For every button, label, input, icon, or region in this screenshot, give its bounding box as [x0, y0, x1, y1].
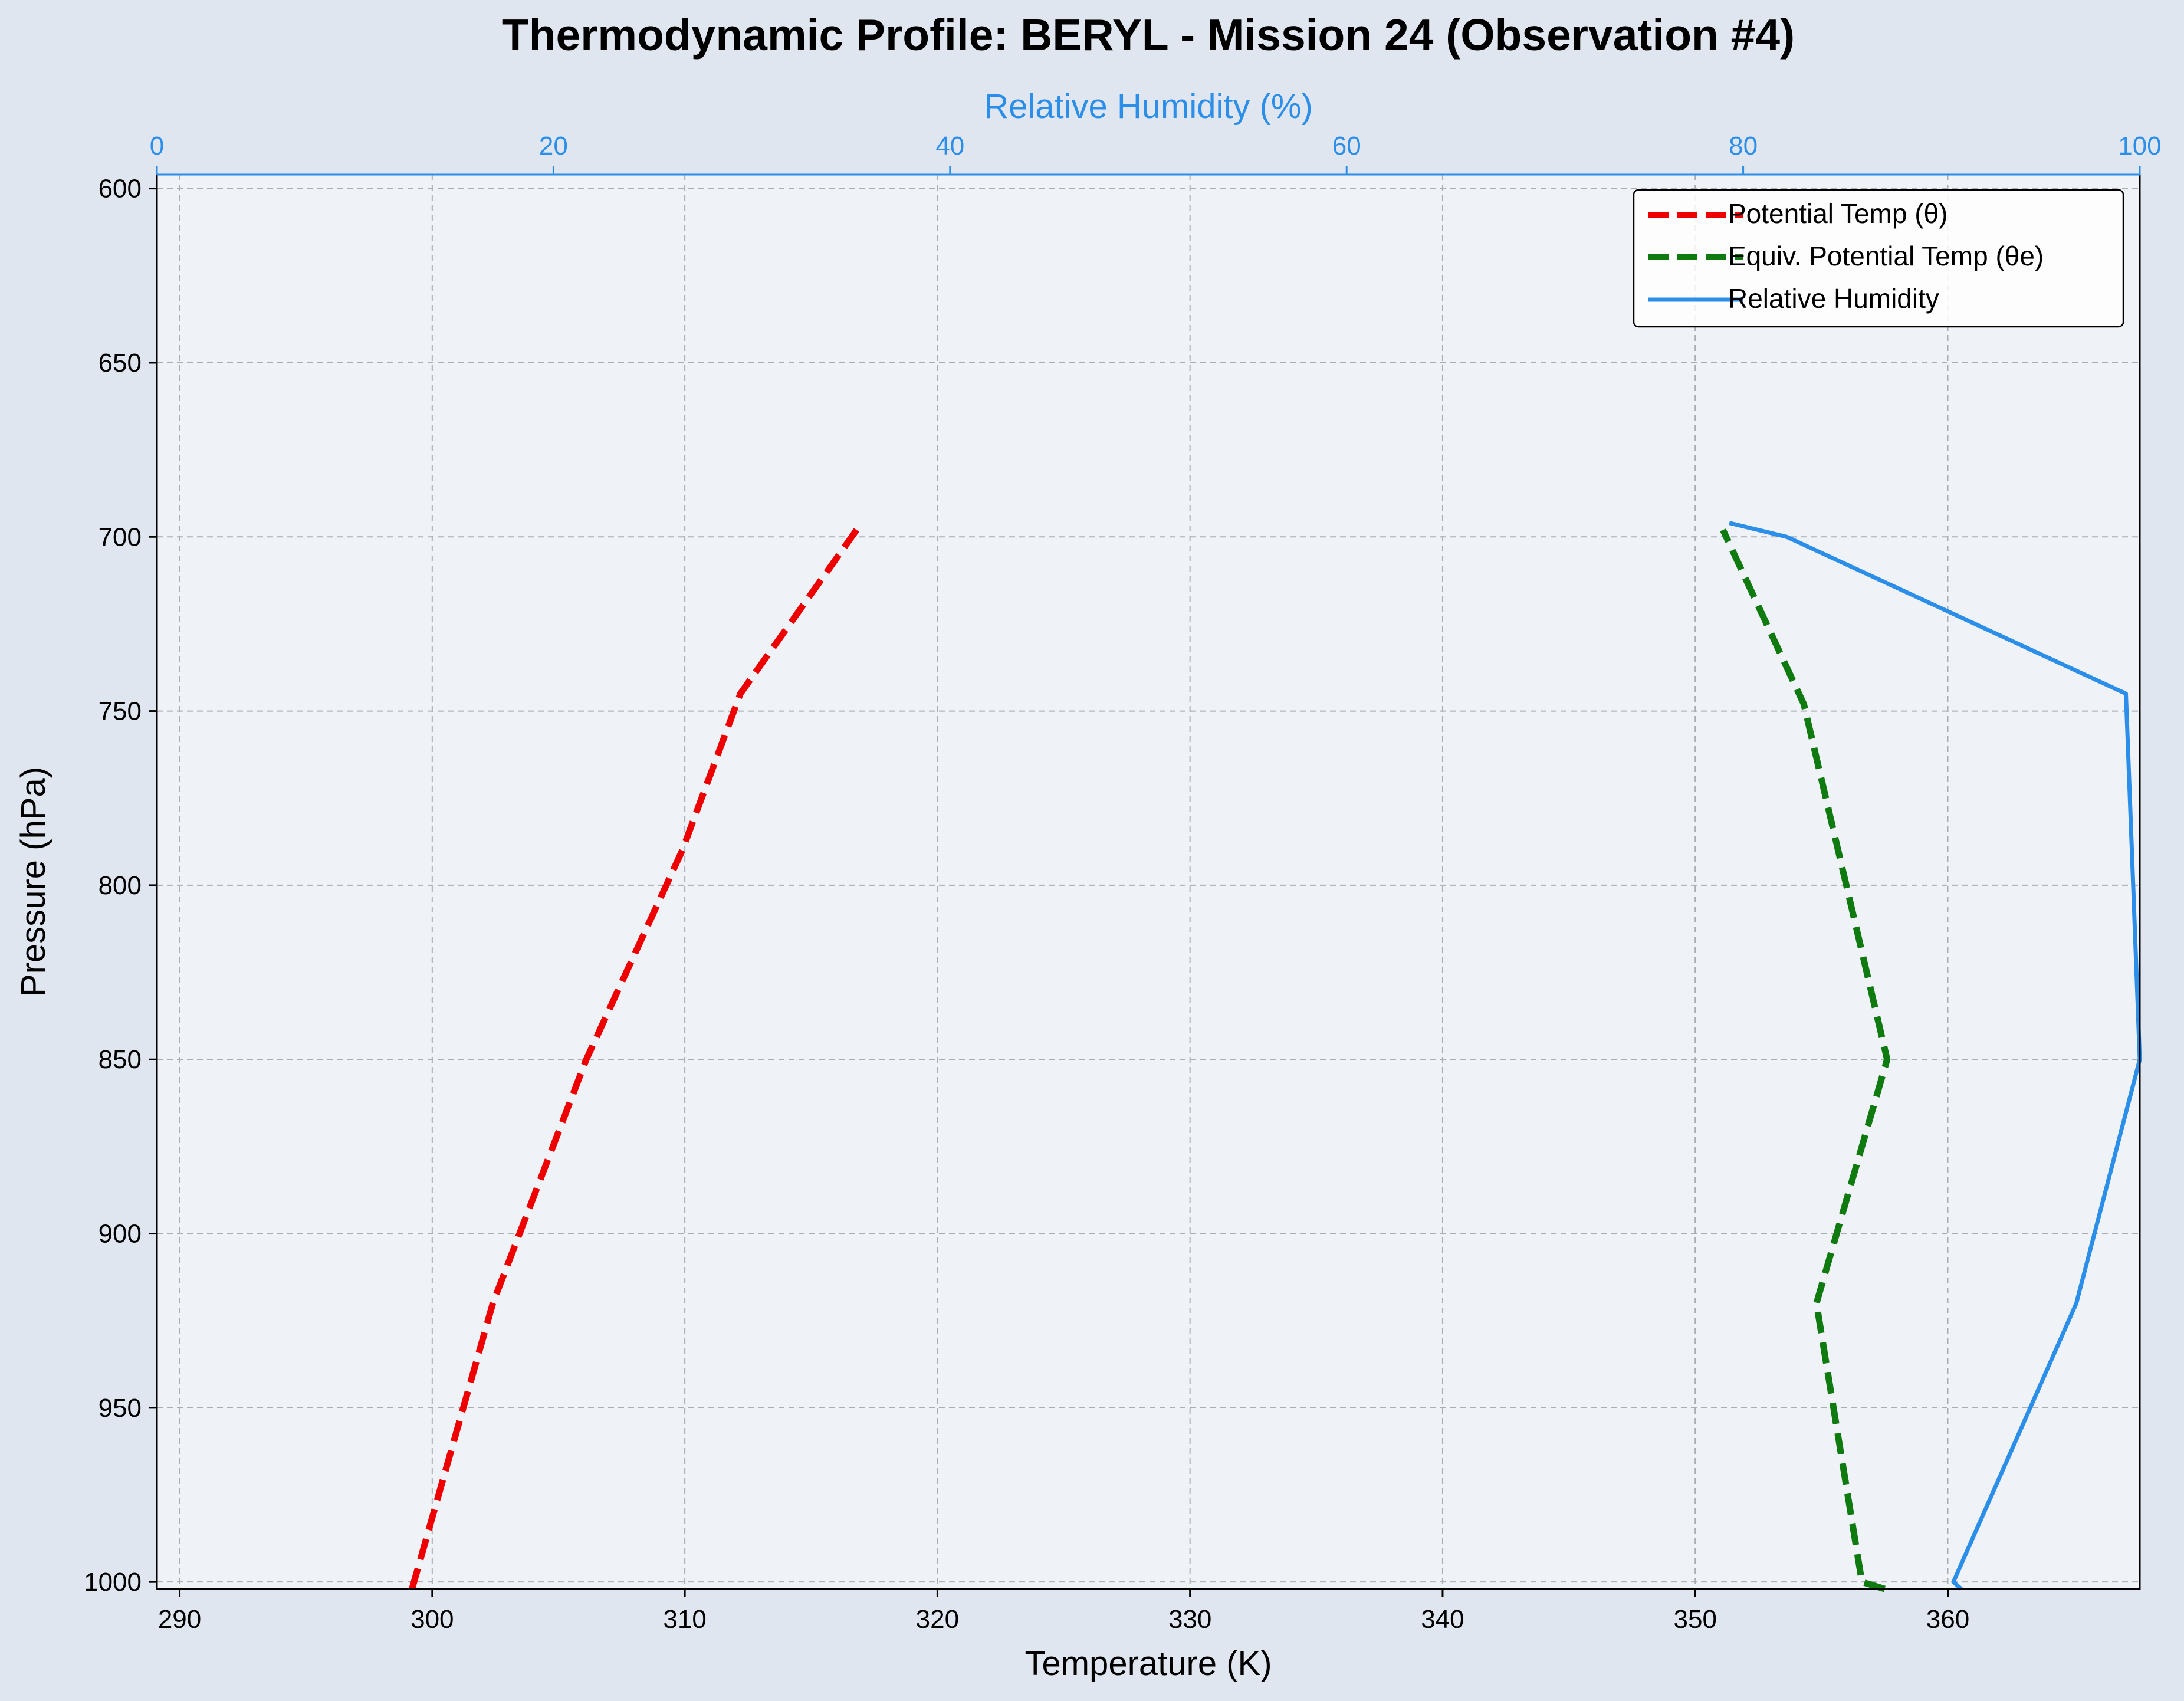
legend-label-relative-humidity: Relative Humidity — [1728, 283, 1939, 314]
y-tick-label: 600 — [98, 175, 142, 203]
x2-tick-label: 40 — [935, 132, 964, 160]
y-tick-label: 650 — [98, 349, 142, 377]
potential-temp-line — [409, 528, 859, 1590]
equiv-potential-temp-line — [1720, 528, 1891, 1592]
chart-title: Thermodynamic Profile: BERYL - Mission 2… — [502, 10, 1795, 60]
y-tick-label: 850 — [98, 1045, 142, 1074]
y-tick-label: 700 — [98, 523, 142, 551]
grid — [157, 175, 2140, 1589]
plot-area — [157, 175, 2140, 1589]
x-tick-label: 320 — [916, 1605, 959, 1634]
legend-label-potential-temp: Potential Temp (θ) — [1728, 198, 1947, 229]
legend: Potential Temp (θ) Equiv. Potential Temp… — [1633, 189, 2124, 328]
y-tick-label: 1000 — [84, 1568, 142, 1597]
x2-tick-label: 20 — [539, 132, 568, 160]
x-tick-label: 340 — [1421, 1605, 1464, 1634]
ticks: 290 300 310 320 330 340 350 3606006507007508008… — [84, 132, 2162, 1634]
x2-tick-label: 100 — [2118, 132, 2161, 160]
y-tick-label: 800 — [98, 871, 142, 900]
y-axis-label: Pressure (hPa) — [14, 767, 52, 997]
y-tick-label: 950 — [98, 1394, 142, 1423]
x-tick-label: 330 — [1168, 1605, 1211, 1634]
x2-tick-label: 60 — [1332, 132, 1361, 160]
y-tick-label: 900 — [98, 1220, 142, 1249]
x-tick-label: 290 — [158, 1605, 201, 1634]
x-axis-label: Temperature (K) — [1024, 1644, 1272, 1683]
x2-tick-label: 80 — [1729, 132, 1758, 160]
x2-tick-label: 0 — [150, 132, 164, 160]
x-tick-label: 300 — [410, 1605, 454, 1634]
legend-box — [1633, 189, 2124, 328]
x-tick-label: 350 — [1674, 1605, 1717, 1634]
legend-label-equiv-potential-temp: Equiv. Potential Temp (θe) — [1728, 241, 2044, 271]
x2-axis-label: Relative Humidity (%) — [984, 87, 1313, 126]
y-tick-label: 750 — [98, 697, 142, 726]
x-tick-label: 360 — [1926, 1605, 1969, 1634]
x-tick-label: 310 — [663, 1605, 706, 1634]
